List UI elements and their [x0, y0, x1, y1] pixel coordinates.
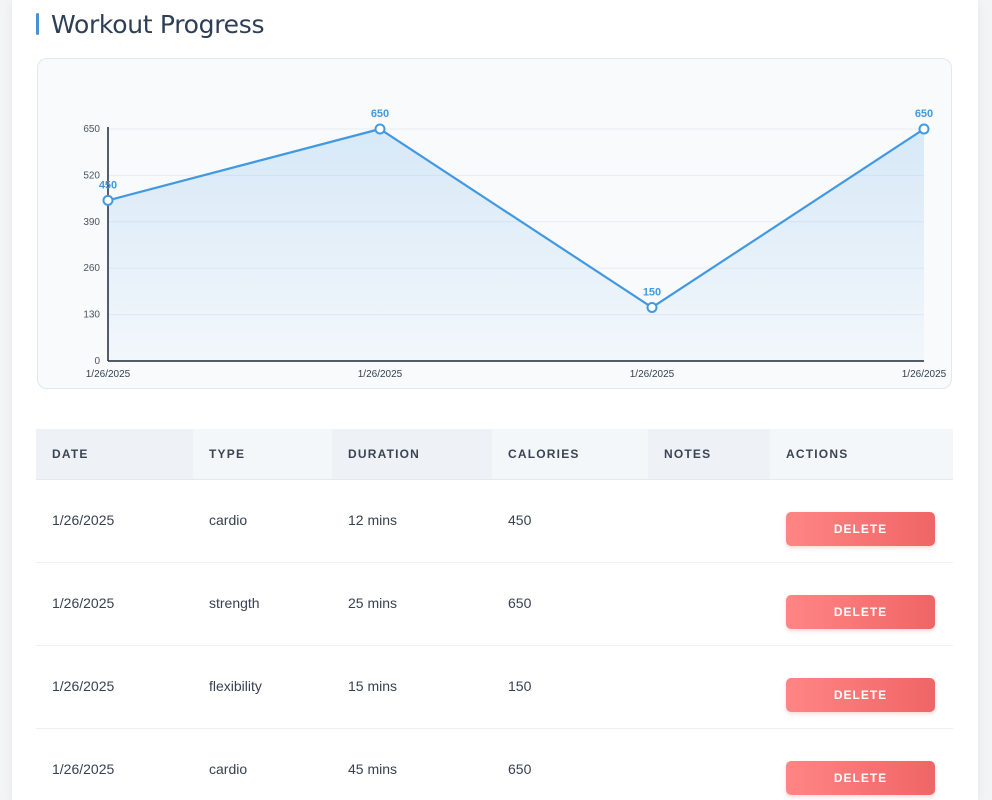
cell-type: cardio [209, 512, 248, 528]
cell-notes [648, 563, 770, 645]
column-header-calories: CALORIES [508, 447, 580, 461]
cell-calories: 450 [508, 512, 532, 528]
column-header-duration: DURATION [332, 429, 492, 479]
area-fill [108, 129, 924, 361]
x-tick-label: 1/26/2025 [86, 369, 131, 380]
workout-table: DATE TYPE DURATION CALORIES NOTES ACTION… [36, 429, 953, 800]
data-point [374, 123, 386, 135]
title-accent-bar [36, 13, 39, 35]
table-row: 1/26/2025 cardio 45 mins 650 DELETE [36, 729, 953, 800]
cell-duration: 25 mins [348, 595, 398, 611]
y-tick-label: 0 [94, 356, 100, 367]
cell-type: flexibility [209, 678, 262, 694]
cell-calories: 650 [508, 761, 532, 777]
table-row: 1/26/2025 flexibility 15 mins 150 DELETE [36, 646, 953, 729]
cell-calories: 650 [508, 595, 532, 611]
cell-notes [648, 480, 770, 562]
cell-date: 1/26/2025 [52, 595, 115, 611]
data-point [102, 194, 114, 206]
x-tick-label: 1/26/2025 [630, 369, 675, 380]
x-tick-label: 1/26/2025 [358, 369, 403, 380]
cell-notes [648, 729, 770, 800]
column-header-notes: NOTES [648, 429, 770, 479]
data-label: 650 [371, 108, 389, 120]
data-label: 150 [643, 286, 661, 298]
data-label: 650 [915, 108, 933, 120]
progress-chart: 0 130 260 390 520 650 450 650 150 650 1/26/2025 1/2… [37, 58, 952, 389]
page-title: Workout Progress [36, 8, 265, 40]
cell-notes [648, 646, 770, 728]
data-label: 450 [99, 179, 117, 191]
x-tick-label: 1/26/2025 [902, 369, 947, 380]
data-point [646, 301, 658, 313]
cell-type: cardio [209, 761, 248, 777]
column-header-type: TYPE [209, 447, 246, 461]
progress-chart-svg: 0 130 260 390 520 650 450 650 150 650 1/26/2025 1/2… [83, 108, 947, 380]
cell-calories: 150 [508, 678, 532, 694]
cell-duration: 45 mins [348, 761, 398, 777]
table-row: 1/26/2025 strength 25 mins 650 DELETE [36, 563, 953, 646]
delete-button[interactable]: DELETE [786, 595, 935, 629]
delete-button[interactable]: DELETE [786, 678, 935, 712]
cell-duration: 12 mins [348, 512, 398, 528]
workout-progress-card: Workout Progress 0 130 260 390 520 650 450 650 1… [12, 0, 978, 800]
table-header: DATE TYPE DURATION CALORIES NOTES ACTION… [36, 429, 953, 480]
cell-type: strength [209, 595, 260, 611]
data-point [918, 123, 930, 135]
cell-actions: DELETE [770, 563, 953, 645]
series-line [107, 127, 925, 309]
delete-button[interactable]: DELETE [786, 761, 935, 795]
cell-date: 1/26/2025 [52, 761, 115, 777]
delete-button[interactable]: DELETE [786, 512, 935, 546]
y-tick-label: 130 [83, 310, 100, 321]
cell-date: 1/26/2025 [52, 678, 115, 694]
cell-actions: DELETE [770, 729, 953, 800]
cell-date: 1/26/2025 [52, 512, 115, 528]
page-title-text: Workout Progress [51, 9, 265, 39]
y-tick-label: 390 [83, 217, 100, 228]
column-header-actions: ACTIONS [786, 447, 849, 461]
cell-actions: DELETE [770, 480, 953, 562]
column-header-date: DATE [36, 429, 193, 479]
cell-actions: DELETE [770, 646, 953, 728]
y-tick-label: 520 [83, 170, 100, 181]
y-tick-label: 260 [83, 263, 100, 274]
y-tick-label: 650 [83, 124, 100, 135]
table-row: 1/26/2025 cardio 12 mins 450 DELETE [36, 480, 953, 563]
cell-duration: 15 mins [348, 678, 398, 694]
